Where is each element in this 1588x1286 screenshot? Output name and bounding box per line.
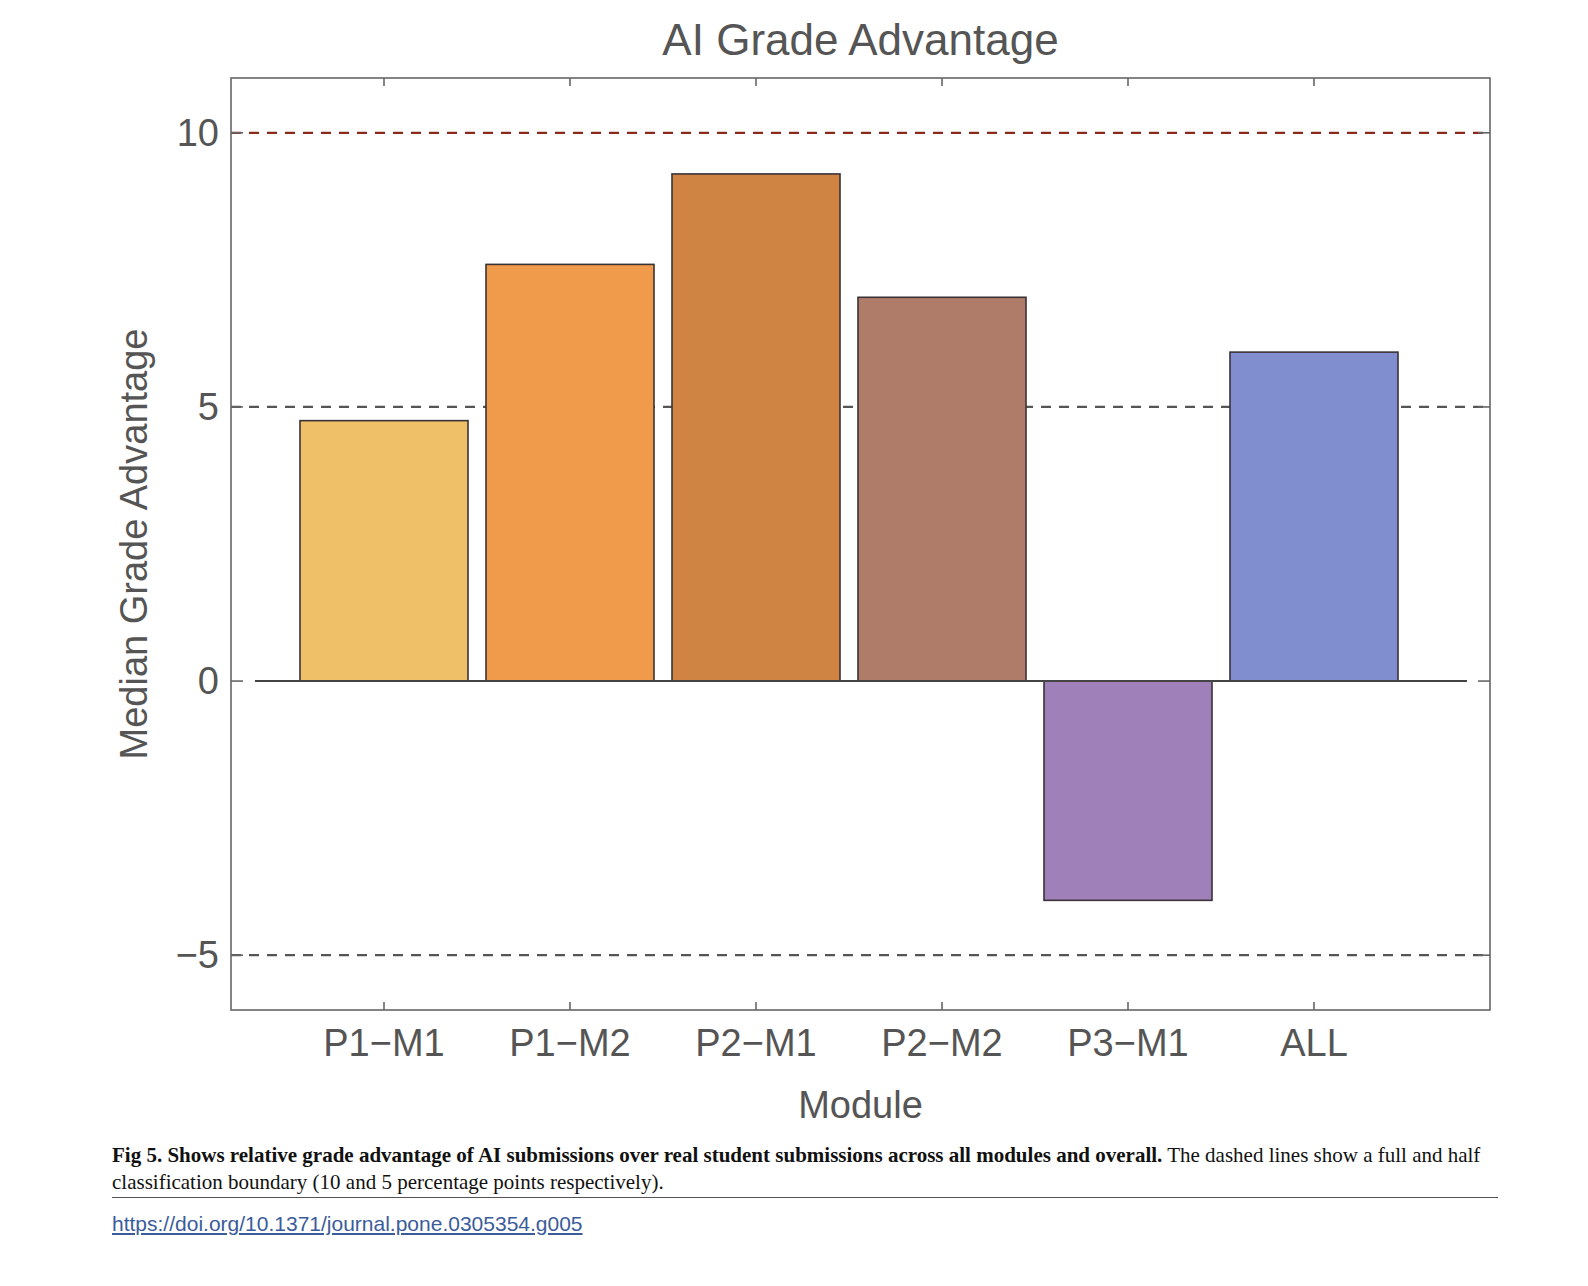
bar <box>1044 681 1212 900</box>
y-tick <box>231 406 243 408</box>
x-tick <box>383 1002 385 1010</box>
x-tick <box>941 1002 943 1010</box>
y-tick-right <box>1478 680 1490 682</box>
y-tick <box>231 132 243 134</box>
bar <box>486 264 654 681</box>
y-tick-right <box>1478 406 1490 408</box>
x-tick-label: P2−M2 <box>881 1022 1002 1064</box>
x-tick-label: P2−M1 <box>695 1022 816 1064</box>
bar <box>1230 352 1398 681</box>
x-tick-top <box>383 78 385 86</box>
y-axis-label: Median Grade Advantage <box>113 329 155 760</box>
bar <box>672 174 840 681</box>
x-tick-label: P3−M1 <box>1067 1022 1188 1064</box>
x-tick-top <box>569 78 571 86</box>
reference-line <box>231 954 1490 956</box>
x-axis-label: Module <box>798 1084 923 1126</box>
doi-link[interactable]: https://doi.org/10.1371/journal.pone.030… <box>112 1212 583 1236</box>
bar <box>300 421 468 681</box>
y-tick-label: 10 <box>177 112 219 154</box>
plot-frame <box>231 78 1490 1010</box>
y-tick <box>231 680 243 682</box>
x-tick-label: ALL <box>1280 1022 1348 1064</box>
y-tick-label: −5 <box>176 934 219 976</box>
caption-title: Fig 5. Shows relative grade advantage of… <box>112 1143 1162 1167</box>
x-tick-top <box>1127 78 1129 86</box>
y-tick-label: 0 <box>198 660 219 702</box>
x-tick <box>1313 1002 1315 1010</box>
x-tick-top <box>755 78 757 86</box>
reference-line <box>231 132 1490 134</box>
x-tick <box>1127 1002 1129 1010</box>
bar <box>858 297 1026 681</box>
zero-line <box>255 680 1467 682</box>
x-tick-label: P1−M2 <box>509 1022 630 1064</box>
y-tick-right <box>1478 954 1490 956</box>
caption: Fig 5. Shows relative grade advantage of… <box>112 1142 1502 1196</box>
title: AI Grade Advantage <box>662 15 1058 64</box>
y-tick-right <box>1478 132 1490 134</box>
x-tick-top <box>1313 78 1315 86</box>
y-tick-label: 5 <box>198 386 219 428</box>
caption-rule <box>112 1197 1498 1198</box>
y-tick <box>231 954 243 956</box>
x-tick-top <box>941 78 943 86</box>
x-tick-label: P1−M1 <box>323 1022 444 1064</box>
bars <box>300 174 1398 900</box>
x-tick <box>755 1002 757 1010</box>
x-tick <box>569 1002 571 1010</box>
